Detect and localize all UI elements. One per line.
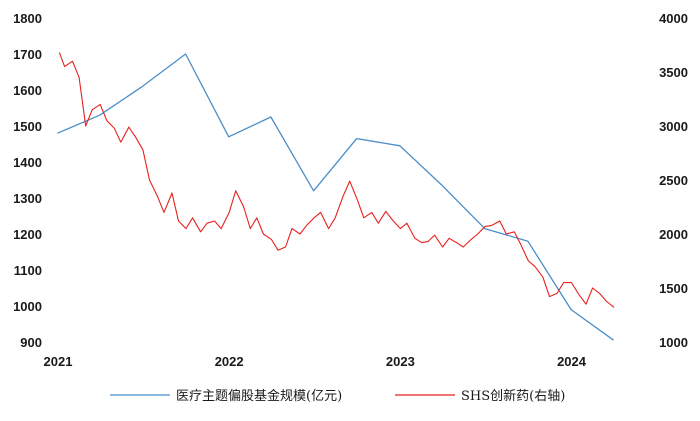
left-tick-label: 1500	[13, 119, 42, 134]
x-tick-label: 2024	[557, 354, 587, 369]
right-tick-label: 1500	[659, 281, 688, 296]
left-axis-ticks: 1800 1700 1600 1500 1400 1300 1200 1100 1000 900	[13, 11, 42, 350]
right-tick-label: 2500	[659, 173, 688, 188]
x-tick-label: 2023	[386, 354, 415, 369]
x-axis-ticks: 2021 2022 2023 2024	[44, 354, 587, 369]
left-tick-label: 1600	[13, 83, 42, 98]
right-tick-label: 1000	[659, 335, 688, 350]
left-tick-label: 1100	[14, 263, 42, 278]
right-tick-label: 3500	[659, 65, 688, 80]
left-tick-label: 1400	[13, 155, 42, 170]
legend-label-fund-size: 医疗主题偏股基金规模(亿元)	[176, 388, 342, 404]
legend: 医疗主题偏股基金规模(亿元) SHS创新药(右轴)	[110, 388, 565, 404]
x-tick-label: 2021	[44, 354, 73, 369]
legend-label-shs: SHS创新药(右轴)	[461, 388, 565, 404]
series-line-shs-innovative-drug	[58, 52, 615, 308]
left-tick-label: 1000	[13, 299, 42, 314]
left-tick-label: 1300	[13, 191, 42, 206]
left-tick-label: 1200	[13, 227, 42, 242]
series-layer	[57, 52, 615, 341]
left-tick-label: 1800	[13, 11, 42, 26]
right-tick-label: 4000	[659, 11, 688, 26]
left-tick-label: 1700	[13, 47, 42, 62]
right-tick-label: 3000	[659, 119, 688, 134]
left-tick-label: 900	[20, 335, 42, 350]
right-tick-label: 2000	[659, 227, 688, 242]
right-axis-ticks: 4000 3500 3000 2500 2000 1500 1000	[659, 11, 688, 350]
x-tick-label: 2022	[215, 354, 244, 369]
series-line-fund-size	[57, 53, 614, 341]
